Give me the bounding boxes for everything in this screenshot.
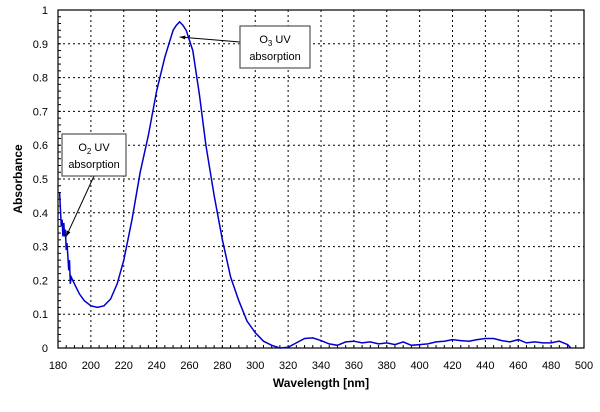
annotation-box xyxy=(239,25,311,69)
x-tick-label: 200 xyxy=(82,360,100,372)
annotation-arrow xyxy=(179,36,241,43)
y-tick-label: 0.2 xyxy=(33,275,48,287)
x-tick-label: 300 xyxy=(246,360,264,372)
x-tick-label: 280 xyxy=(213,360,231,372)
y-tick-label: 0.1 xyxy=(33,309,48,321)
x-tick-label: 220 xyxy=(115,360,133,372)
arrowhead-icon xyxy=(66,230,71,237)
grid xyxy=(57,9,585,349)
x-tick-label: 360 xyxy=(345,360,363,372)
annotation-callout: O3 UV absorption xyxy=(179,25,311,69)
y-tick-label: 0.4 xyxy=(33,208,48,220)
y-tick-label: 0.7 xyxy=(33,106,48,118)
x-tick-label: 420 xyxy=(443,360,461,372)
tick-labels: 180 200 220 240 260 280 300 320 340 360 380 400 420 4… xyxy=(33,5,593,372)
y-tick-label: 0.8 xyxy=(33,73,48,85)
x-tick-label: 480 xyxy=(542,360,560,372)
annotation-subtitle: absorption xyxy=(68,159,119,171)
annotation-subtitle: absorption xyxy=(249,51,300,63)
x-tick-label: 340 xyxy=(312,360,330,372)
annotation-callout: O2 UV absorption xyxy=(61,133,127,237)
y-tick-label: 0.3 xyxy=(33,242,48,254)
absorbance-series-line xyxy=(58,20,572,349)
x-tick-label: 400 xyxy=(410,360,428,372)
annotations: O3 UV absorption O2 UV absorption xyxy=(61,25,311,237)
y-tick-label: 0 xyxy=(42,343,48,355)
annotation-arrow xyxy=(65,175,95,237)
x-tick-label: 180 xyxy=(49,360,67,372)
x-tick-label: 500 xyxy=(575,360,593,372)
x-tick-label: 440 xyxy=(476,360,494,372)
annotation-box xyxy=(61,133,127,177)
x-axis-label: Wavelength [nm] xyxy=(273,376,369,390)
y-tick-label: 0.5 xyxy=(33,174,48,186)
x-tick-label: 260 xyxy=(180,360,198,372)
y-tick-label: 0.6 xyxy=(33,140,48,152)
annotation-title: O3 UV xyxy=(259,34,291,48)
arrowhead-icon xyxy=(179,35,186,40)
y-axis-label: Absorbance xyxy=(11,144,25,214)
annotation-title: O2 UV xyxy=(78,142,110,156)
x-tick-label: 460 xyxy=(509,360,527,372)
plot-frame xyxy=(57,9,585,349)
y-tick-label: 1 xyxy=(42,5,48,17)
x-tick-label: 320 xyxy=(279,360,297,372)
x-tick-label: 240 xyxy=(147,360,165,372)
x-tick-label: 380 xyxy=(378,360,396,372)
y-tick-label: 0.9 xyxy=(33,39,48,51)
